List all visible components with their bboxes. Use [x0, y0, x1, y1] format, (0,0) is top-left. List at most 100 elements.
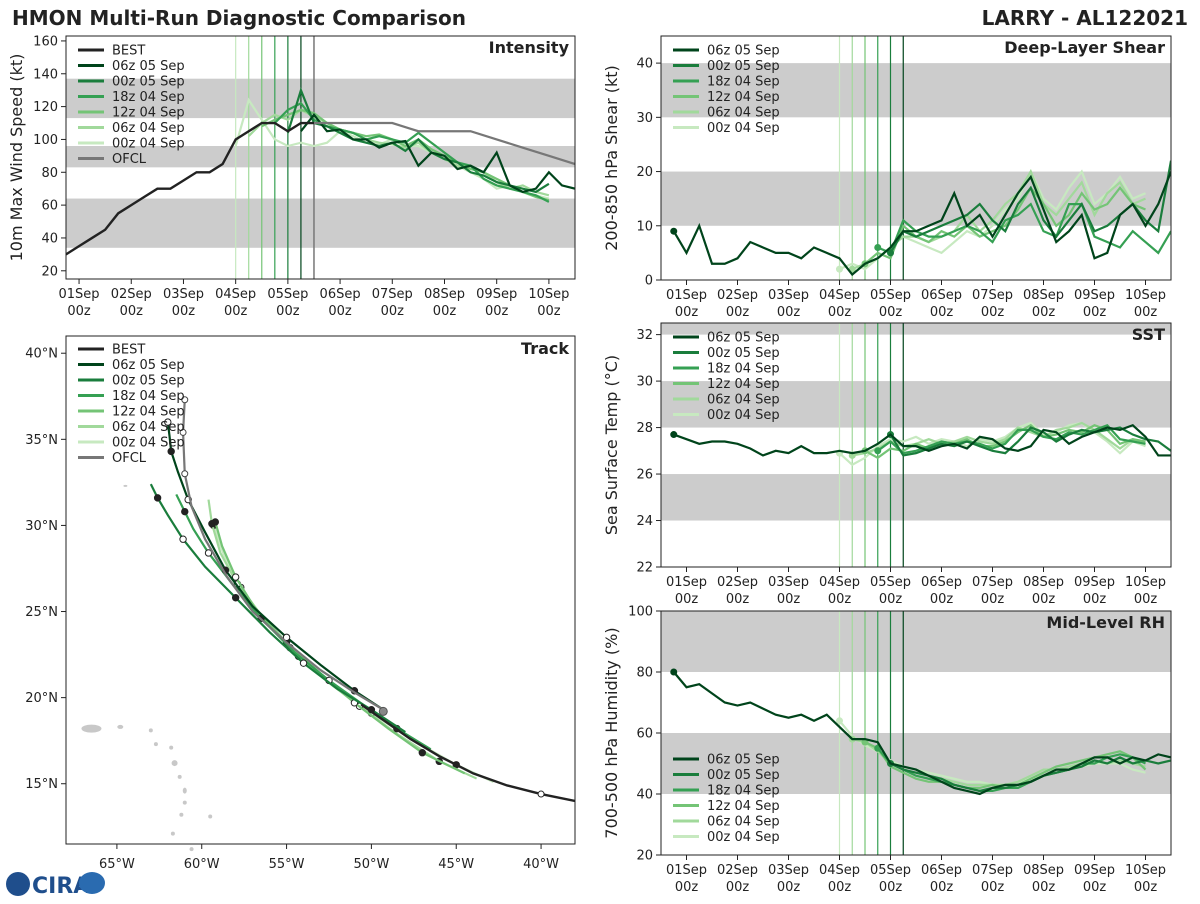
- rh-xtick-label: 00z: [930, 880, 954, 895]
- rh-xtick-label: 07Sep: [972, 863, 1013, 878]
- rh-panel: 20 40 60 80 100 01Sep 00z 02Sep 00z 03Sep 00z 04Sep…: [602, 605, 1172, 895]
- sst-xtick-label: 04Sep: [819, 575, 860, 590]
- sst-xtick-label: 00z: [1032, 592, 1056, 607]
- shear-xtick-label: 07Sep: [972, 288, 1013, 303]
- shear-ytick-label: 10: [636, 219, 653, 234]
- sst-xtick-label: 03Sep: [768, 575, 809, 590]
- intensity-band-0: [66, 198, 575, 248]
- rh-series-start-00z-04-Sep: [836, 717, 843, 725]
- intensity-series-06z-05-Sep: [300, 113, 575, 194]
- track-12z-04-Sep: [214, 521, 466, 775]
- track-ytick-label: 40°N: [25, 347, 58, 362]
- intensity-best-series: [66, 121, 314, 256]
- rh-xtick-label: 00z: [879, 880, 903, 895]
- island: [179, 812, 184, 817]
- intensity-xtick-label: 10Sep: [528, 287, 569, 302]
- rh-xtick-label: 09Sep: [1074, 863, 1115, 878]
- intensity-ytick-label: 120: [33, 100, 58, 115]
- intensity-ytick-label: 160: [33, 34, 58, 49]
- intensity-frame: [65, 35, 576, 280]
- intensity-ytick-label: 40: [41, 231, 58, 246]
- intensity-xtick-label: 01Sep: [59, 287, 100, 302]
- rh-legend-label: 18z 04 Sep: [707, 784, 780, 799]
- rh-legend-label: 00z 04 Sep: [707, 830, 780, 845]
- intensity-series-00z-05-Sep: [286, 86, 550, 194]
- shear-ytick-label: 20: [636, 165, 653, 180]
- track-xtick-label: 60°W: [184, 857, 220, 872]
- shear-xtick-label: 00z: [1134, 305, 1158, 320]
- track-ofcl: [181, 399, 384, 711]
- shear-series-18z-04-Sep: [877, 202, 1171, 255]
- shear-xtick-label: 06Sep: [921, 288, 962, 303]
- sst-legend-label: 00z 05 Sep: [707, 346, 780, 361]
- sst-frame: [660, 322, 1172, 568]
- rh-legend-label: 06z 04 Sep: [707, 815, 780, 830]
- track-xtick-label: 45°W: [438, 857, 474, 872]
- intensity-legend-label: 00z 04 Sep: [112, 137, 185, 152]
- track-title: Track: [521, 339, 569, 358]
- rh-legend-label: 12z 04 Sep: [707, 799, 780, 814]
- shear-legend-label: 18z 04 Sep: [707, 75, 780, 90]
- island: [148, 728, 153, 733]
- intensity-xtick-label: 00z: [433, 304, 457, 319]
- rh-ytick-label: 100: [628, 605, 653, 620]
- track-ytick-label: 15°N: [25, 777, 58, 792]
- track-point: [299, 659, 308, 667]
- sst-xtick-label: 00z: [981, 592, 1005, 607]
- sst-xtick-label: 00z: [930, 592, 954, 607]
- island: [81, 724, 102, 733]
- track-legend-label: 06z 04 Sep: [112, 420, 185, 435]
- track-legend-label: 18z 04 Sep: [112, 389, 185, 404]
- sst-ytick-label: 30: [636, 375, 653, 390]
- track-ofcl-point: [181, 396, 189, 404]
- intensity-xtick-label: 00z: [485, 304, 509, 319]
- island: [170, 831, 175, 836]
- shear-series-06z-05-Sep: [672, 171, 1171, 277]
- island: [123, 484, 128, 487]
- track-06z-04-Sep: [207, 499, 478, 780]
- rh-title: Mid-Level RH: [1046, 613, 1165, 632]
- rh-xtick-label: 06Sep: [921, 863, 962, 878]
- shear-xtick-label: 00z: [777, 305, 801, 320]
- track-legend-label: OFCL: [112, 451, 147, 466]
- rh-ytick-label: 40: [636, 788, 653, 803]
- track-point: [231, 573, 240, 581]
- figure-title: HMON Multi-Run Diagnostic Comparison: [12, 6, 466, 30]
- shear-series-start-06z-05-Sep: [670, 227, 678, 235]
- shear-xtick-label: 08Sep: [1023, 288, 1064, 303]
- shear-ylabel: 200-850 hPa Shear (kt): [602, 65, 621, 251]
- intensity-ytick-label: 140: [33, 67, 58, 82]
- intensity-legend-label: 06z 05 Sep: [112, 59, 185, 74]
- rh-band-1: [661, 611, 1171, 672]
- shear-xtick-label: 02Sep: [717, 288, 758, 303]
- rh-legend-label: 06z 05 Sep: [707, 753, 780, 768]
- shear-band-0: [661, 171, 1171, 226]
- sst-ytick-label: 32: [636, 328, 653, 343]
- sst-series-start-06z-05-Sep: [670, 431, 678, 439]
- land-islands: [81, 484, 213, 852]
- shear-xtick-label: 04Sep: [819, 288, 860, 303]
- rh-xtick-label: 02Sep: [717, 863, 758, 878]
- track-06z-05-Sep: [166, 421, 384, 711]
- track-point: [181, 507, 189, 516]
- intensity-legend-label: BEST: [112, 44, 145, 59]
- intensity-title: Intensity: [489, 38, 570, 57]
- shear-xtick-label: 00z: [930, 305, 954, 320]
- sst-ytick-label: 28: [636, 421, 653, 436]
- track-panel: 15°N 20°N 25°N 30°N 35°N 40°N 65°W 60°W 55°W 50°W…: [25, 335, 576, 872]
- intensity-xtick-label: 04Sep: [215, 287, 256, 302]
- sst-xtick-label: 00z: [828, 592, 852, 607]
- shear-xtick-label: 01Sep: [666, 288, 707, 303]
- track-ytick-label: 35°N: [25, 433, 58, 448]
- intensity-xtick-label: 00z: [224, 304, 248, 319]
- rh-xtick-label: 04Sep: [819, 863, 860, 878]
- intensity-xtick-label: 00z: [537, 304, 561, 319]
- rh-xtick-label: 00z: [726, 880, 750, 895]
- track-legend-label: 12z 04 Sep: [112, 405, 185, 420]
- track-point: [164, 418, 172, 426]
- island: [182, 787, 187, 794]
- track-point: [282, 633, 291, 642]
- shear-xtick-label: 00z: [1083, 305, 1107, 320]
- rh-xtick-label: 00z: [1032, 880, 1056, 895]
